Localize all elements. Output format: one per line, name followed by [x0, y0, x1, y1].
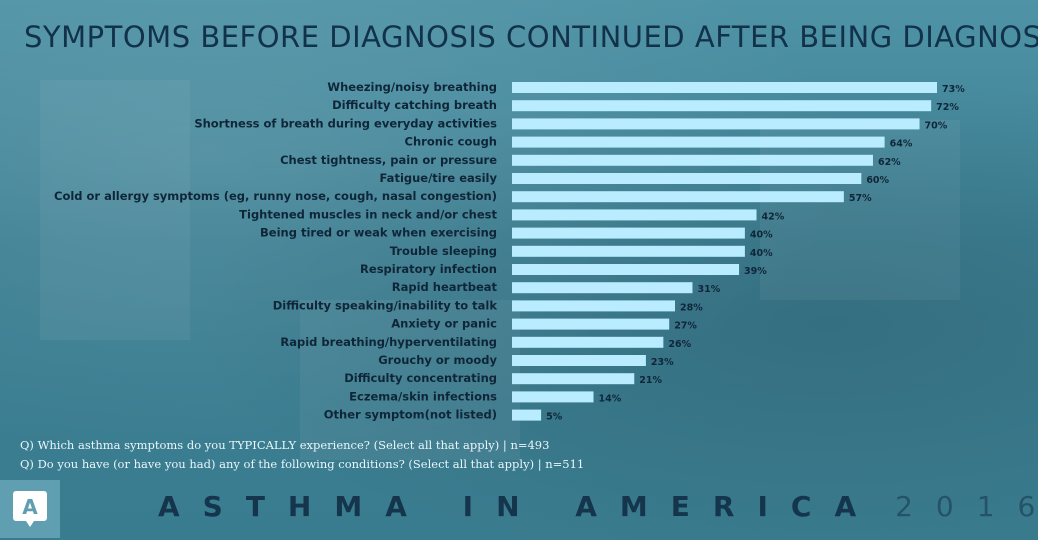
brand-logo: A [0, 480, 60, 538]
value-label: 42% [762, 211, 785, 222]
value-label: 21% [639, 375, 662, 386]
bar [512, 82, 937, 93]
question-note-1: Q) Which asthma symptoms do you TYPICALL… [20, 438, 550, 452]
category-label: Difficulty catching breath [332, 98, 497, 112]
bar [512, 173, 862, 184]
category-label: Trouble sleeping [390, 244, 497, 258]
category-label: Other symptom(not listed) [324, 408, 497, 422]
category-label: Cold or allergy symptoms (eg, runny nose… [54, 189, 497, 203]
bar [512, 409, 542, 421]
bar [512, 227, 745, 239]
page-title: SYMPTOMS BEFORE DIAGNOSIS CONTINUED AFTE… [24, 20, 1038, 54]
category-label: Eczema/skin infections [349, 389, 497, 403]
bar [512, 336, 664, 348]
value-label: 40% [750, 230, 773, 241]
category-label: Difficulty speaking/inability to talk [273, 298, 498, 312]
value-label: 23% [651, 357, 674, 368]
value-label: 73% [942, 84, 965, 95]
bar [512, 245, 745, 257]
bar [512, 373, 635, 385]
value-label: 26% [668, 339, 691, 350]
category-label: Wheezing/noisy breathing [327, 80, 497, 94]
value-label: 39% [744, 266, 767, 277]
bar [512, 136, 885, 148]
bar [512, 191, 844, 203]
category-label: Rapid breathing/hyperventilating [280, 335, 497, 349]
value-label: 60% [866, 175, 889, 186]
category-label: Rapid heartbeat [392, 280, 498, 294]
bar [512, 318, 670, 330]
value-label: 27% [674, 321, 697, 332]
category-label: Chest tightness, pain or pressure [280, 153, 497, 167]
logo-letter: A [22, 495, 38, 519]
category-label: Respiratory infection [360, 262, 497, 276]
value-label: 57% [849, 193, 872, 204]
value-label: 28% [680, 302, 703, 313]
footer-year: 2016 [895, 490, 1035, 523]
bar [512, 300, 676, 312]
value-label: 40% [750, 248, 773, 259]
footer-brand: ASTHMA IN AMERICA 2016 [158, 490, 1038, 523]
category-label: Anxiety or panic [391, 317, 497, 331]
bar [512, 391, 594, 403]
question-note-2: Q) Do you have (or have you had) any of … [20, 457, 585, 471]
speech-bubble-icon: A [13, 491, 47, 527]
bar [512, 209, 757, 221]
value-label: 14% [599, 393, 622, 404]
bar [512, 100, 932, 112]
bar [512, 118, 920, 130]
category-label: Shortness of breath during everyday acti… [194, 116, 497, 130]
value-label: 70% [925, 120, 948, 131]
value-label: 5% [546, 412, 563, 423]
value-label: 31% [697, 284, 720, 295]
value-label: 64% [890, 139, 913, 150]
value-label: 62% [878, 157, 901, 168]
bar [512, 282, 693, 294]
category-label: Grouchy or moody [378, 353, 497, 367]
bar [512, 355, 646, 366]
category-label: Fatigue/tire easily [380, 171, 498, 185]
category-label: Being tired or weak when exercising [260, 226, 497, 240]
category-label: Difficulty concentrating [344, 371, 497, 385]
bar [512, 154, 873, 166]
category-label: Chronic cough [405, 135, 497, 149]
footer-brand-name: ASTHMA IN AMERICA [158, 490, 880, 523]
category-label: Tightened muscles in neck and/or chest [239, 207, 497, 221]
value-label: 72% [936, 102, 959, 113]
bar [512, 264, 740, 275]
symptoms-bar-chart: Wheezing/noisy breathing 73% Difficulty ca… [54, 80, 965, 423]
